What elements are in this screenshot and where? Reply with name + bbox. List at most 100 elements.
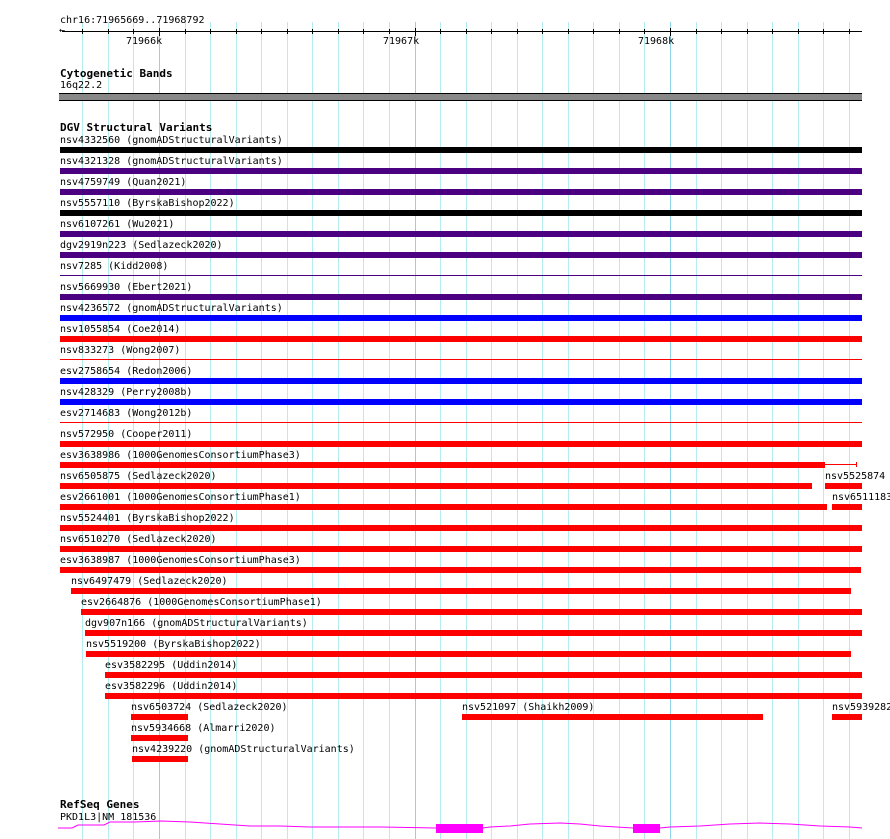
variant-bar[interactable] <box>60 275 862 276</box>
variant-label[interactable]: nsv6505875 (Sedlazeck2020) <box>60 471 217 482</box>
variant-bar[interactable] <box>105 672 862 678</box>
variant-label[interactable]: nsv833273 (Wong2007) <box>60 345 181 356</box>
grid-line <box>363 22 364 839</box>
grid-line <box>108 22 109 839</box>
variant-label[interactable]: nsv6503724 (Sedlazeck2020) <box>131 702 288 713</box>
ruler-tick <box>619 29 620 34</box>
variant-bar[interactable] <box>85 630 862 636</box>
variant-label[interactable]: nsv4236572 (gnomADStructuralVariants) <box>60 303 283 314</box>
variant-label[interactable]: nsv6107261 (Wu2021) <box>60 219 175 230</box>
variant-label[interactable]: esv3582295 (Uddin2014) <box>105 660 238 671</box>
cytoband-label: 16q22.2 <box>60 80 103 91</box>
variant-label[interactable]: nsv5525874 <box>825 471 886 482</box>
grid-line <box>568 22 569 839</box>
variant-label[interactable]: nsv5669930 (Ebert2021) <box>60 282 193 293</box>
variant-label[interactable]: nsv4321328 (gnomADStructuralVariants) <box>60 156 283 167</box>
variant-bar[interactable] <box>86 651 851 657</box>
variant-bar[interactable] <box>832 714 862 720</box>
ruler-tick <box>287 29 288 34</box>
variant-label[interactable]: esv2714683 (Wong2012b) <box>60 408 193 419</box>
ruler-tick <box>798 29 799 34</box>
grid-line <box>338 22 339 839</box>
variant-bar[interactable] <box>60 315 862 321</box>
variant-bar[interactable] <box>60 462 825 468</box>
variant-bar[interactable] <box>60 359 862 360</box>
variant-bar[interactable] <box>60 147 862 153</box>
variant-end-tick <box>856 462 857 467</box>
variant-bar[interactable] <box>60 483 812 489</box>
variant-label[interactable]: nsv4759749 (Quan2021) <box>60 177 187 188</box>
grid-line <box>542 22 543 839</box>
variant-bar[interactable] <box>132 756 188 762</box>
variant-label[interactable]: dgv907n166 (gnomADStructuralVariants) <box>85 618 308 629</box>
variant-bar[interactable] <box>60 252 862 258</box>
variant-label[interactable]: nsv6510270 (Sedlazeck2020) <box>60 534 217 545</box>
grid-line <box>466 22 467 839</box>
grid-line <box>312 22 313 839</box>
variant-bar[interactable] <box>60 504 827 510</box>
variant-label[interactable]: esv2664876 (1000GenomesConsortiumPhase1) <box>81 597 322 608</box>
variant-bar[interactable] <box>60 399 862 405</box>
variant-label[interactable]: nsv572950 (Cooper2011) <box>60 429 193 440</box>
variant-label[interactable]: esv3638987 (1000GenomesConsortiumPhase3) <box>60 555 301 566</box>
variant-bar[interactable] <box>832 504 862 510</box>
variant-bar[interactable] <box>60 336 862 342</box>
variant-bar[interactable] <box>71 588 851 594</box>
variant-label[interactable]: nsv6511183 <box>832 492 890 503</box>
variant-bar[interactable] <box>60 422 862 423</box>
variant-bar[interactable] <box>60 294 862 300</box>
variant-label[interactable]: nsv1055854 (Coe2014) <box>60 324 181 335</box>
cytoband-bar[interactable] <box>59 93 862 101</box>
ruler-axis[interactable] <box>62 31 862 32</box>
variant-bar[interactable] <box>131 735 188 741</box>
variant-bar[interactable] <box>462 714 763 720</box>
variant-label[interactable]: nsv5557110 (ByrskaBishop2022) <box>60 198 235 209</box>
grid-line <box>440 22 441 839</box>
variant-label[interactable]: esv3638986 (1000GenomesConsortiumPhase3) <box>60 450 301 461</box>
variant-label[interactable]: nsv7285 (Kidd2008) <box>60 261 169 272</box>
variant-bar[interactable] <box>60 378 862 384</box>
grid-line <box>517 22 518 839</box>
variant-label[interactable]: nsv4239220 (gnomADStructuralVariants) <box>132 744 355 755</box>
variant-label[interactable]: nsv5524401 (ByrskaBishop2022) <box>60 513 235 524</box>
variant-extension-line <box>825 464 857 465</box>
ruler-tick <box>261 29 262 34</box>
variant-label[interactable]: nsv5939282 <box>832 702 890 713</box>
variant-bar[interactable] <box>81 609 862 615</box>
variant-bar[interactable] <box>60 231 862 237</box>
variant-bar[interactable] <box>825 483 862 489</box>
ruler-tick <box>82 29 83 34</box>
variant-label[interactable]: nsv5934668 (Almarri2020) <box>131 723 276 734</box>
gene-model[interactable] <box>0 818 890 839</box>
variant-bar[interactable] <box>60 441 862 447</box>
variant-bar[interactable] <box>60 189 862 195</box>
grid-line <box>287 22 288 839</box>
variant-bar[interactable] <box>131 714 188 720</box>
variant-bar[interactable] <box>60 525 862 531</box>
ruler-tick <box>747 29 748 34</box>
variant-label[interactable]: esv2758654 (Redon2006) <box>60 366 193 377</box>
variant-bar[interactable] <box>60 546 862 552</box>
variant-label[interactable]: nsv521097 (Shaikh2009) <box>462 702 595 713</box>
left-arrow-icon[interactable]: ← <box>59 25 66 36</box>
variant-bar[interactable] <box>60 567 861 573</box>
ruler-tick <box>721 29 722 34</box>
variant-label[interactable]: dgv2919n223 (Sedlazeck2020) <box>60 240 223 251</box>
refseq-track-title: RefSeq Genes <box>60 798 140 811</box>
gene-label[interactable]: PKD1L3|NM_181536 <box>60 812 157 823</box>
variant-label[interactable]: nsv428329 (Perry2008b) <box>60 387 193 398</box>
variant-bar[interactable] <box>105 693 862 699</box>
ruler-tick <box>363 29 364 34</box>
variant-label[interactable]: esv3582296 (Uddin2014) <box>105 681 238 692</box>
grid-line <box>619 22 620 839</box>
grid-line <box>185 22 186 839</box>
grid-line <box>772 22 773 839</box>
variant-label[interactable]: nsv6497479 (Sedlazeck2020) <box>71 576 228 587</box>
variant-label[interactable]: nsv4332560 (gnomADStructuralVariants) <box>60 135 283 146</box>
variant-bar[interactable] <box>60 210 862 216</box>
grid-line <box>721 22 722 839</box>
variant-label[interactable]: esv2661001 (1000GenomesConsortiumPhase1) <box>60 492 301 503</box>
variant-bar[interactable] <box>60 168 862 174</box>
variant-label[interactable]: nsv5519200 (ByrskaBishop2022) <box>86 639 261 650</box>
